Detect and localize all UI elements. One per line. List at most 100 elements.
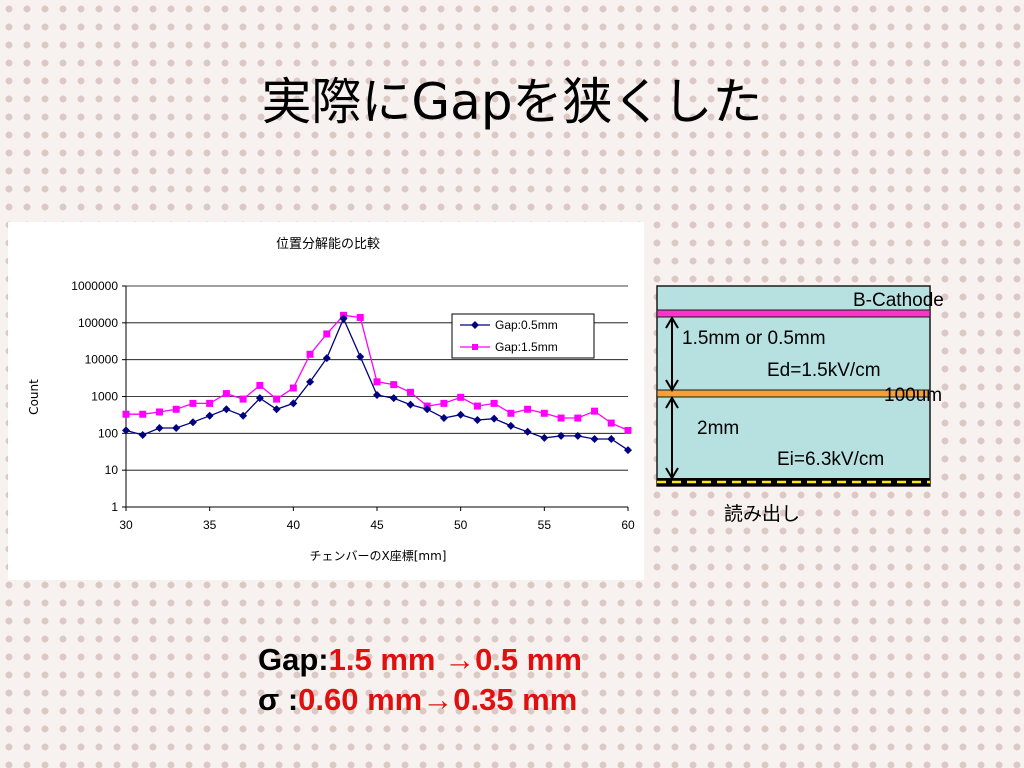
gap-label: 1.5mm or 0.5mm	[682, 328, 826, 349]
data-point	[323, 330, 331, 338]
ed-label: Ed=1.5kV/cm	[767, 360, 881, 381]
data-point	[172, 405, 180, 413]
sigma-summary-line: σ :0.60 mm→0.35 mm	[258, 680, 582, 720]
x-tick-label: 45	[370, 518, 384, 532]
data-point	[607, 419, 615, 427]
legend-label-gap05: Gap:0.5mm	[495, 318, 558, 332]
chart-svg: 位置分解能の比較 1 10 100 1000 10000 100000 1000000 30…	[27, 237, 635, 563]
series-layer	[122, 311, 632, 455]
chart-panel: 位置分解能の比較 1 10 100 1000 10000 100000 1000000 30…	[8, 222, 644, 580]
y-tick-label: 10000	[85, 353, 119, 367]
readout-label: 読み出し	[724, 504, 801, 525]
data-point	[490, 414, 499, 423]
data-point	[172, 423, 181, 432]
x-ticks: 30 35 40 45 50 55 60	[119, 507, 635, 532]
y-tick-label: 1000	[91, 390, 118, 404]
gap-summary-prefix: Gap:	[258, 642, 329, 677]
data-point	[406, 400, 415, 409]
data-point	[206, 399, 214, 407]
y-ticks: 1 10 100 1000 10000 100000 1000000	[71, 279, 126, 514]
data-point	[540, 433, 549, 442]
drift-arrow-head-bottom	[665, 467, 679, 480]
data-point	[306, 350, 314, 358]
data-point	[256, 381, 264, 389]
data-point	[607, 435, 616, 444]
data-point	[306, 377, 315, 386]
data-point	[273, 395, 281, 403]
data-point	[373, 390, 381, 399]
data-point	[573, 431, 582, 440]
sigma-summary-values: 0.60 mm→0.35 mm	[298, 682, 578, 717]
x-tick-label: 60	[621, 518, 635, 532]
diagram-svg	[656, 285, 931, 487]
data-point	[440, 399, 448, 407]
summary: Gap:1.5 mm →0.5 mm σ :0.60 mm→0.35 mm	[258, 640, 582, 720]
data-point	[591, 407, 599, 415]
y-tick-label: 100000	[78, 316, 118, 330]
data-point	[523, 427, 532, 436]
legend-marker-gap15	[472, 344, 478, 350]
x-tick-label: 35	[203, 518, 217, 532]
x-tick-label: 55	[538, 518, 552, 532]
data-point	[188, 418, 197, 427]
drift-label: 2mm	[697, 418, 740, 439]
data-point	[189, 399, 197, 407]
data-point	[222, 390, 230, 398]
x-tick-label: 30	[119, 518, 133, 532]
data-point	[289, 399, 298, 408]
data-point	[574, 414, 582, 422]
data-point	[457, 393, 465, 401]
y-tick-label: 1	[111, 500, 118, 514]
y-tick-label: 100	[98, 426, 118, 440]
data-point	[356, 313, 364, 321]
data-point	[423, 405, 432, 414]
y-tick-label: 10	[105, 463, 119, 477]
data-point	[473, 416, 482, 425]
mesh-plate	[656, 389, 931, 398]
data-point	[239, 395, 247, 403]
x-tick-label: 50	[454, 518, 468, 532]
data-point	[557, 414, 565, 422]
data-point	[473, 402, 481, 410]
gap-arrow-head-top	[665, 316, 679, 329]
cathode-label: B-Cathode	[853, 290, 944, 311]
series-gap-1-5mm	[122, 311, 632, 434]
series-gap-0-5mm	[122, 314, 632, 455]
data-point	[557, 431, 566, 440]
x-tick-label: 40	[287, 518, 301, 532]
legend-label-gap15: Gap:1.5mm	[495, 340, 558, 354]
data-point	[456, 410, 465, 419]
data-point	[624, 426, 632, 434]
data-point	[439, 414, 448, 423]
data-point	[122, 410, 130, 418]
data-point	[390, 381, 398, 389]
data-point	[122, 426, 130, 435]
data-point	[624, 446, 632, 455]
ei-label: Ei=6.3kV/cm	[777, 449, 885, 470]
data-point	[590, 435, 599, 444]
data-point	[490, 399, 498, 407]
sigma-summary-prefix: σ :	[258, 682, 299, 717]
data-point	[138, 431, 147, 440]
drift-arrow-head-top	[665, 396, 679, 409]
data-point	[222, 405, 231, 414]
gap-summary-values: 1.5 mm →0.5 mm	[328, 642, 582, 677]
legend-marker-gap05	[471, 321, 479, 329]
y-axis-label: Count	[27, 379, 41, 415]
cathode-plate	[656, 309, 931, 318]
mesh-label: 100um	[884, 385, 943, 406]
data-point	[155, 408, 163, 416]
data-point	[205, 411, 214, 420]
x-axis-label: チェンバーのX座標[mm]	[310, 548, 447, 563]
data-point	[373, 378, 381, 386]
data-point	[506, 421, 515, 430]
gas-region	[656, 285, 931, 487]
data-point	[289, 384, 297, 392]
data-point	[239, 411, 248, 420]
chamber-diagram: B-Cathode 1.5mm or 0.5mm Ed=1.5kV/cm 100…	[640, 280, 980, 530]
legend-box	[451, 313, 595, 359]
data-point	[139, 410, 147, 418]
data-point	[155, 423, 164, 432]
data-point	[540, 409, 548, 417]
data-point	[406, 388, 414, 396]
